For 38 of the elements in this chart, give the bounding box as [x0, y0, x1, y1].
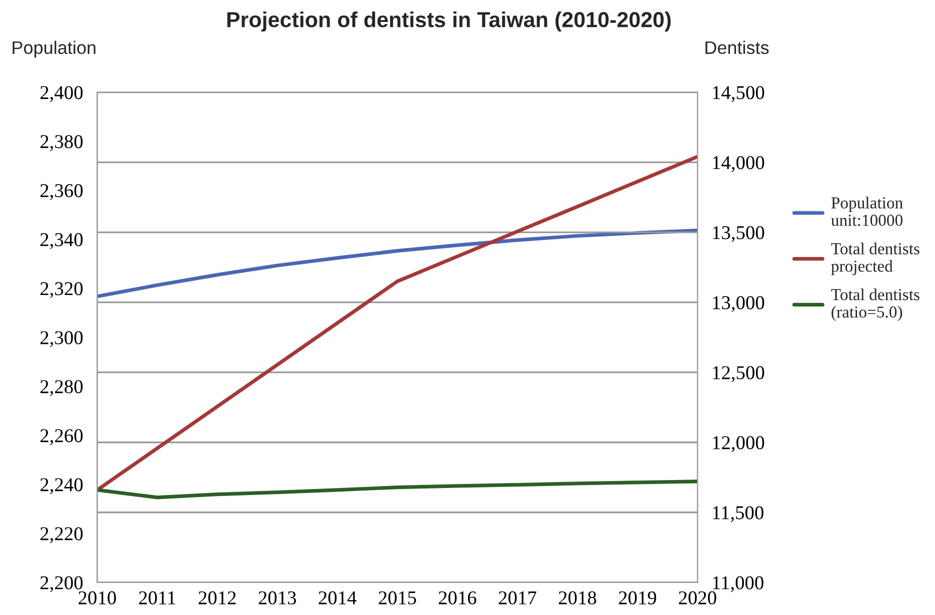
- x-tick-label: 2017: [498, 591, 536, 604]
- x-tick-label: 2010: [78, 591, 116, 604]
- y2-tick-label: 14,500: [713, 86, 764, 102]
- y-tick-label: 2,380: [40, 135, 83, 151]
- y-tick-label: 2,240: [40, 478, 83, 494]
- y2-tick-label: 13,000: [713, 296, 764, 312]
- y2-axis-title: Dentists: [706, 40, 769, 54]
- line-series: [97, 228, 698, 298]
- y2-tick-label: 11,500: [713, 506, 764, 522]
- x-tick-label: 2012: [198, 591, 236, 604]
- y-tick-label: 2,300: [40, 331, 83, 348]
- y-tick-label: 2,200: [40, 576, 83, 592]
- chart-title: Projection of dentists in Taiwan (2010-2020): [227, 11, 671, 32]
- x-tick-label: 2015: [378, 591, 416, 604]
- y-tick-label: 2,340: [40, 233, 83, 250]
- x-tick-label: 2019: [618, 591, 656, 604]
- x-tick-label: 2013: [258, 591, 296, 604]
- line-series: [97, 480, 698, 500]
- x-tick-label: 2016: [438, 591, 476, 604]
- legend-label: Population unit:10000: [831, 196, 903, 226]
- y-tick-label: 2,280: [40, 380, 83, 396]
- y2-tick-label: 13,500: [713, 226, 764, 242]
- legend-label: Total dentists (ratio=5.0): [831, 288, 920, 322]
- y2-tick-label: 12,000: [713, 436, 764, 452]
- y-tick-label: 2,220: [40, 527, 83, 544]
- y-axis-title: Population: [12, 40, 96, 58]
- x-tick-label: 2014: [318, 591, 356, 604]
- x-tick-label: 2018: [558, 591, 596, 604]
- y-tick-label: 2,260: [40, 429, 83, 446]
- y2-tick-label: 11,000: [713, 576, 764, 592]
- x-tick-label: 2011: [139, 591, 176, 604]
- y2-tick-label: 14,000: [713, 156, 764, 172]
- x-tick-label: 2020: [678, 591, 716, 604]
- y-tick-label: 2,360: [40, 184, 83, 200]
- y2-tick-label: 12,500: [713, 366, 764, 382]
- y-tick-label: 2,320: [40, 282, 83, 298]
- y-tick-label: 2,400: [40, 86, 83, 102]
- legend-label: Total dentists projected: [831, 242, 920, 276]
